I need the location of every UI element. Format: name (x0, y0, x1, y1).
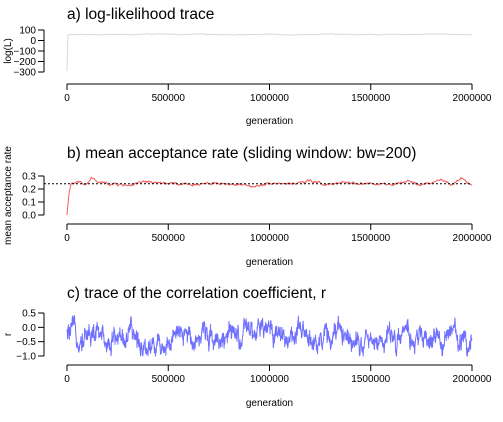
panel-title: c) trace of the correlation coefficient,… (67, 285, 326, 302)
y-tick-label: 100 (19, 26, 36, 37)
panel-c: c) trace of the correlation coefficient,… (3, 285, 492, 409)
x-tick-label: 500000 (152, 93, 186, 104)
x-axis-label: generation (246, 257, 293, 268)
panel-b: b) mean acceptance rate (sliding window:… (3, 145, 492, 268)
x-tick-label: 0 (64, 233, 70, 244)
panel-title: b) mean acceptance rate (sliding window:… (67, 145, 416, 162)
x-tick-label: 0 (64, 374, 70, 385)
x-tick-label: 1500000 (351, 233, 390, 244)
x-tick-label: 1500000 (351, 374, 390, 385)
series-line (66, 33, 473, 72)
y-tick-label: 0.0 (22, 211, 36, 222)
x-tick-label: 0 (64, 93, 70, 104)
x-tick-label: 1000000 (250, 93, 289, 104)
y-axis-label: r (3, 332, 14, 336)
y-tick-label: −0.5 (16, 337, 36, 348)
y-tick-label: 0.3 (22, 172, 36, 183)
y-tick-label: −1.0 (16, 352, 36, 363)
y-axis-label: mean acceptance rate (3, 146, 14, 245)
y-tick-label: 0.1 (22, 198, 36, 209)
panel-a: a) log-likelihood trace−300−200−1000100l… (3, 6, 492, 127)
x-tick-label: 1000000 (250, 233, 289, 244)
x-axis-label: generation (246, 116, 293, 127)
x-tick-label: 2000000 (453, 233, 492, 244)
x-tick-label: 1000000 (250, 374, 289, 385)
x-tick-label: 2000000 (453, 374, 492, 385)
series-line (66, 176, 473, 216)
panel-title: a) log-likelihood trace (67, 6, 214, 23)
x-tick-label: 500000 (152, 233, 186, 244)
x-tick-label: 500000 (152, 374, 186, 385)
y-tick-label: 0.5 (22, 309, 36, 320)
y-tick-label: 0.2 (22, 185, 36, 196)
y-tick-label: −300 (13, 68, 36, 79)
y-tick-label: 0.0 (22, 323, 36, 334)
y-tick-label: 0 (30, 36, 36, 47)
y-tick-label: −100 (13, 47, 36, 58)
series-line (66, 314, 473, 357)
x-tick-label: 1500000 (351, 93, 390, 104)
y-axis-label: log(L) (3, 38, 14, 64)
x-tick-label: 2000000 (453, 93, 492, 104)
y-tick-label: −200 (13, 57, 36, 68)
x-axis-label: generation (246, 398, 293, 409)
